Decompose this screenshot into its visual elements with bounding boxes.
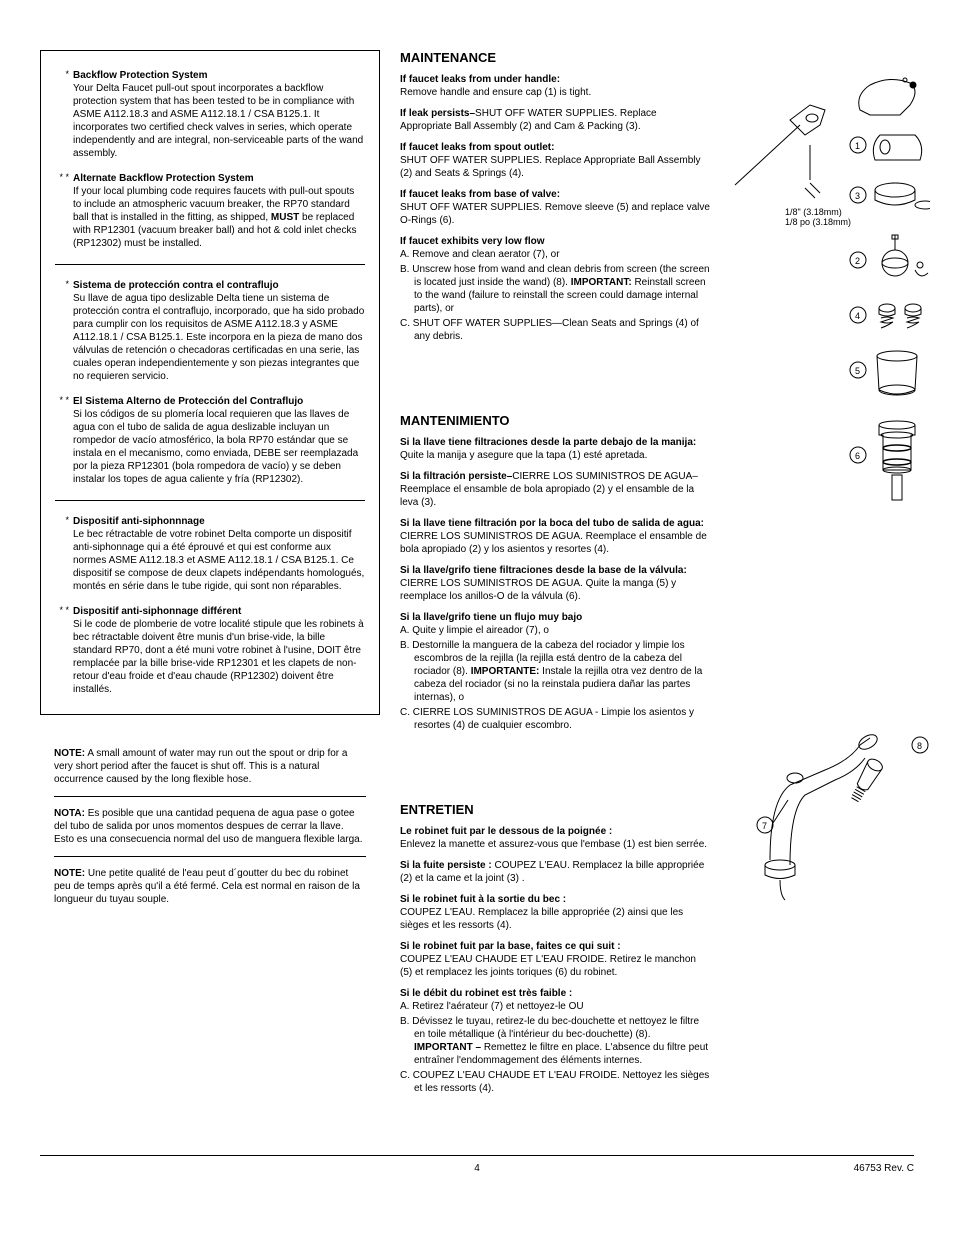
diagram-label-1: 1 [855,141,860,151]
backflow-es-1: * Sistema de protección contra el contra… [55,279,365,383]
diagram-label-5: 5 [855,366,860,376]
entretien-section: ENTRETIEN Le robinet fuit par le dessous… [400,802,710,1095]
divider [54,796,366,797]
star-marker: * [55,515,73,593]
backflow-en-1-text: Your Delta Faucet pull-out spout incorpo… [73,82,365,160]
maint-b1-text: Remove handle and ensure cap (1) is tigh… [400,86,710,99]
maint-b4-title: If faucet leaks from base of valve: [400,188,710,201]
maint-b4-text: SHUT OFF WATER SUPPLIES. Remove sleeve (… [400,201,710,227]
backflow-fr-1-text: Le bec rétractable de votre robinet Delt… [73,528,365,593]
backflow-es-2-title: El Sistema Alterno de Protección del Con… [73,395,365,408]
parts-diagram-bottom: 7 8 [730,730,930,910]
page-number: 4 [240,1162,714,1175]
backflow-fr-2: * * Dispositif anti-siphonnage différent… [55,605,365,696]
mant-b4-title: Si la llave/grifo tiene filtraciones des… [400,564,710,577]
notes-block: NOTE: A small amount of water may run ou… [40,733,380,930]
backflow-es-2-text: Si los códigos de su plomería local requ… [73,408,365,486]
diagram-label-3: 3 [855,191,860,201]
maint-b5-a: A. Remove and clean aerator (7), or [400,248,710,261]
divider [55,500,365,501]
backflow-fr-1: * Dispositif anti-siphonnnage Le bec rét… [55,515,365,593]
mant-b2: Si la filtración persiste–CIERRE LOS SUM… [400,470,710,509]
mant-b5-b: B. Destornille la manguera de la cabeza … [400,639,710,704]
maint-b5-title: If faucet exhibits very low flow [400,235,710,248]
mant-b1-text: Quite la manija y asegure que la tapa (1… [400,449,710,462]
mant-b5-a: A. Quite y limpie el aireador (7), o [400,624,710,637]
divider [55,264,365,265]
backflow-fr-2-text: Si le code de plomberie de votre localit… [73,618,365,696]
diagram-label-2: 2 [855,256,860,266]
backflow-es-1-title: Sistema de protección contra el contrafl… [73,279,365,292]
backflow-en-2-text: If your local plumbing code requires fau… [73,185,365,250]
parts-diagram-top: 1/8" (3.18mm) 1/8 po (3.18mm) 1 [730,50,930,530]
mant-b3-text: CIERRE LOS SUMINISTROS DE AGUA. Reemplac… [400,530,710,556]
maint-b3-title: If faucet leaks from spout outlet: [400,141,710,154]
backflow-fr-1-title: Dispositif anti-siphonnnage [73,515,365,528]
star-marker: * * [55,395,73,486]
star-marker: * * [55,172,73,250]
diagram-measurement-2: 1/8 po (3.18mm) [785,217,851,227]
document-id: 46753 Rev. C [714,1162,914,1175]
note-en: NOTE: A small amount of water may run ou… [54,747,366,786]
mantenimiento-title: MANTENIMIENTO [400,413,710,430]
diagram-label-7: 7 [762,821,767,831]
ent-b5-title: Si le débit du robinet est très faible : [400,987,710,1000]
diagram-label-8: 8 [917,741,922,751]
backflow-es-2: * * El Sistema Alterno de Protección del… [55,395,365,486]
backflow-box: * Backflow Protection System Your Delta … [40,50,380,715]
maint-b5-c: C. SHUT OFF WATER SUPPLIES—Clean Seats a… [400,317,710,343]
entretien-title: ENTRETIEN [400,802,710,819]
ent-b5-a: A. Retirez l'aérateur (7) et nettoyez-le… [400,1000,710,1013]
star-marker: * * [55,605,73,696]
backflow-fr-2-title: Dispositif anti-siphonnage différent [73,605,365,618]
page-footer: 4 46753 Rev. C [40,1155,914,1175]
divider [54,856,366,857]
diagram-measurement-1: 1/8" (3.18mm) [785,207,842,217]
note-es: NOTA: Es posible que una cantidad pequen… [54,807,366,846]
mant-b3-title: Si la llave tiene filtración por la boca… [400,517,710,530]
backflow-en-1: * Backflow Protection System Your Delta … [55,69,365,160]
maint-b5-b: B. Unscrew hose from wand and clean debr… [400,263,710,315]
maint-b2: If leak persists–SHUT OFF WATER SUPPLIES… [400,107,710,133]
ent-b1-title: Le robinet fuit par le dessous de la poi… [400,825,710,838]
ent-b5-c: C. COUPEZ L'EAU CHAUDE ET L'EAU FROIDE. … [400,1069,710,1095]
mantenimiento-section: MANTENIMIENTO Si la llave tiene filtraci… [400,413,710,732]
ent-b3-title: Si le robinet fuit à la sortie du bec : [400,893,710,906]
star-marker: * [55,69,73,160]
star-marker: * [55,279,73,383]
maint-b3-text: SHUT OFF WATER SUPPLIES. Replace Appropr… [400,154,710,180]
ent-b4-title: Si le robinet fuit par la base, faites c… [400,940,710,953]
backflow-en-1-title: Backflow Protection System [73,69,365,82]
mant-b5-title: Si la llave/grifo tiene un flujo muy baj… [400,611,710,624]
maintenance-section: MAINTENANCE If faucet leaks from under h… [400,50,710,343]
mant-b1-title: Si la llave tiene filtraciones desde la … [400,436,710,449]
maint-b1-title: If faucet leaks from under handle: [400,73,710,86]
ent-b4-text: COUPEZ L'EAU CHAUDE ET L'EAU FROIDE. Ret… [400,953,710,979]
mant-b4-text: CIERRE LOS SUMINISTROS DE AGUA. Quite la… [400,577,710,603]
diagram-label-6: 6 [855,451,860,461]
maintenance-title: MAINTENANCE [400,50,710,67]
ent-b1-text: Enlevez la manette et assurez-vous que l… [400,838,710,851]
mant-b5-c: C. CIERRE LOS SUMINISTROS DE AGUA - Limp… [400,706,710,732]
ent-b5-b: B. Dévissez le tuyau, retirez-le du bec-… [400,1015,710,1067]
diagram-label-4: 4 [855,311,860,321]
ent-b3-text: COUPEZ L'EAU. Remplacez la bille appropr… [400,906,710,932]
ent-b2: Si la fuite persiste : COUPEZ L'EAU. Rem… [400,859,710,885]
backflow-es-1-text: Su llave de agua tipo deslizable Delta t… [73,292,365,383]
note-fr: NOTE: Une petite qualité de l'eau peut d… [54,867,366,906]
backflow-en-2: * * Alternate Backflow Protection System… [55,172,365,250]
backflow-en-2-title: Alternate Backflow Protection System [73,172,365,185]
